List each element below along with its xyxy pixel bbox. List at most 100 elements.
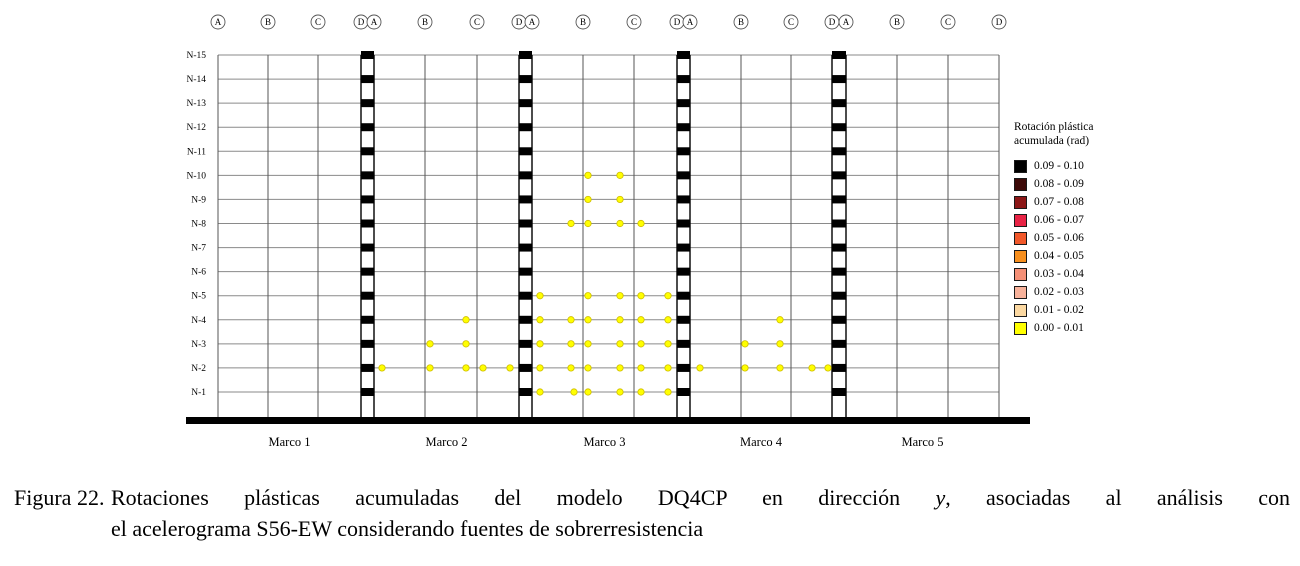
joint-block [361, 388, 374, 396]
axis-bubble [210, 14, 226, 30]
joint-block [519, 363, 532, 372]
joint-block [677, 99, 690, 108]
axis-letter: D [996, 17, 1003, 27]
joint-block [519, 123, 532, 132]
axis-bubble [838, 14, 854, 30]
frame-label: Marco 2 [426, 435, 468, 449]
axis-bubble [733, 14, 749, 30]
boundary-strips-group [360, 51, 847, 420]
joint-block [832, 315, 846, 324]
frame-label: Marco 3 [584, 435, 626, 449]
joint-block [361, 291, 374, 300]
story-label: N-6 [191, 268, 206, 278]
joint-block [361, 123, 374, 132]
story-label: N-15 [186, 51, 206, 61]
joint-block [519, 243, 532, 252]
joint-block [832, 147, 846, 156]
joint-block [832, 388, 846, 396]
hinge-dot [776, 364, 784, 372]
story-label: N-14 [186, 75, 206, 85]
joint-block [361, 315, 374, 324]
ground-group [186, 417, 1030, 424]
frame-label: Marco 1 [269, 435, 311, 449]
hinge-dot [664, 340, 672, 348]
legend-range-label: 0.06 - 0.07 [1034, 214, 1084, 226]
story-labels-group: N-15 N-14 N-13 N-12 N-11 N-10 N-9 N-8 N-7 N-6 N-5 N… [186, 51, 206, 398]
legend-item: 0.01 - 0.02 [1014, 301, 1214, 319]
hinge-dot [567, 316, 575, 324]
joint-block [519, 291, 532, 300]
axis-letter: C [474, 17, 480, 27]
frame-labels-group: Marco 1 Marco 2 Marco 3 Marco 4 Marco 5 [269, 435, 944, 449]
hinge-dot [824, 364, 832, 372]
legend-range-label: 0.00 - 0.01 [1034, 322, 1084, 334]
hinge-dot [426, 364, 434, 372]
hinge-dot [637, 292, 645, 300]
axis-letter: A [371, 17, 378, 27]
legend-swatch [1014, 177, 1027, 191]
hinge-dot [584, 316, 592, 324]
legend-swatch [1014, 231, 1027, 245]
legend-item: 0.06 - 0.07 [1014, 211, 1214, 229]
story-label: N-13 [186, 99, 206, 109]
story-label: N-4 [191, 316, 206, 326]
hinge-dot [616, 340, 624, 348]
beams-group [218, 54, 999, 393]
columns-group [217, 55, 1000, 420]
hinge-dot [616, 316, 624, 324]
legend-item: 0.00 - 0.01 [1014, 319, 1214, 337]
joint-block [361, 195, 374, 204]
story-label: N-8 [191, 220, 206, 230]
axis-bubble [889, 14, 905, 30]
axis-letter: C [315, 17, 321, 27]
axis-letter: D [674, 17, 681, 27]
legend-range-label: 0.03 - 0.04 [1034, 268, 1084, 280]
caption-part1: Rotaciones plásticas acumuladas del mode… [111, 485, 936, 510]
axis-letter: C [945, 17, 951, 27]
hinge-dot [808, 364, 816, 372]
legend-range-label: 0.02 - 0.03 [1034, 286, 1084, 298]
hinge-dot [462, 364, 470, 372]
hinge-dot [616, 388, 624, 396]
frames-elevation-drawing: A B C D A B C D A B C D A B C D A B C DN-15N-14N-13N-12N-11… [186, 14, 1030, 449]
hinge-dot [616, 364, 624, 372]
legend-range-label: 0.08 - 0.09 [1034, 178, 1084, 190]
joint-block [677, 243, 690, 252]
figure-caption: Figura 22. Rotaciones plásticas acumulad… [14, 482, 1290, 544]
joint-block [361, 363, 374, 372]
hinge-dot [584, 388, 592, 396]
joint-block [677, 315, 690, 324]
hinge-dot [584, 292, 592, 300]
hinge-dot [776, 340, 784, 348]
hinge-dot [637, 219, 645, 228]
legend: Rotación plástica acumulada (rad) 0.09 -… [1014, 120, 1214, 337]
legend-swatch [1014, 321, 1027, 335]
axis-bubble [991, 14, 1007, 30]
joint-block [519, 267, 532, 276]
hinge-dot [637, 364, 645, 372]
joint-block [519, 219, 532, 228]
story-label: N-9 [191, 195, 206, 205]
joint-block [361, 99, 374, 108]
axis-bubble [469, 14, 485, 30]
hinge-dot [584, 364, 592, 372]
joint-block [519, 195, 532, 204]
hinge-dot [567, 219, 575, 228]
legend-title: Rotación plástica acumulada (rad) [1014, 120, 1214, 148]
hinge-dot [741, 364, 749, 372]
axis-letter: B [265, 17, 271, 27]
hinge-dot [506, 364, 514, 372]
joint-block [832, 339, 846, 348]
axis-letter: A [529, 17, 536, 27]
legend-range-label: 0.09 - 0.10 [1034, 160, 1084, 172]
hinge-dot [616, 195, 624, 204]
joint-block [677, 388, 690, 396]
legend-swatch [1014, 303, 1027, 317]
legend-range-label: 0.05 - 0.06 [1034, 232, 1084, 244]
axis-letter: B [422, 17, 428, 27]
hinge-dot [536, 316, 544, 324]
joint-block [677, 219, 690, 228]
story-label: N-12 [186, 123, 206, 133]
hinge-dot [584, 219, 592, 228]
